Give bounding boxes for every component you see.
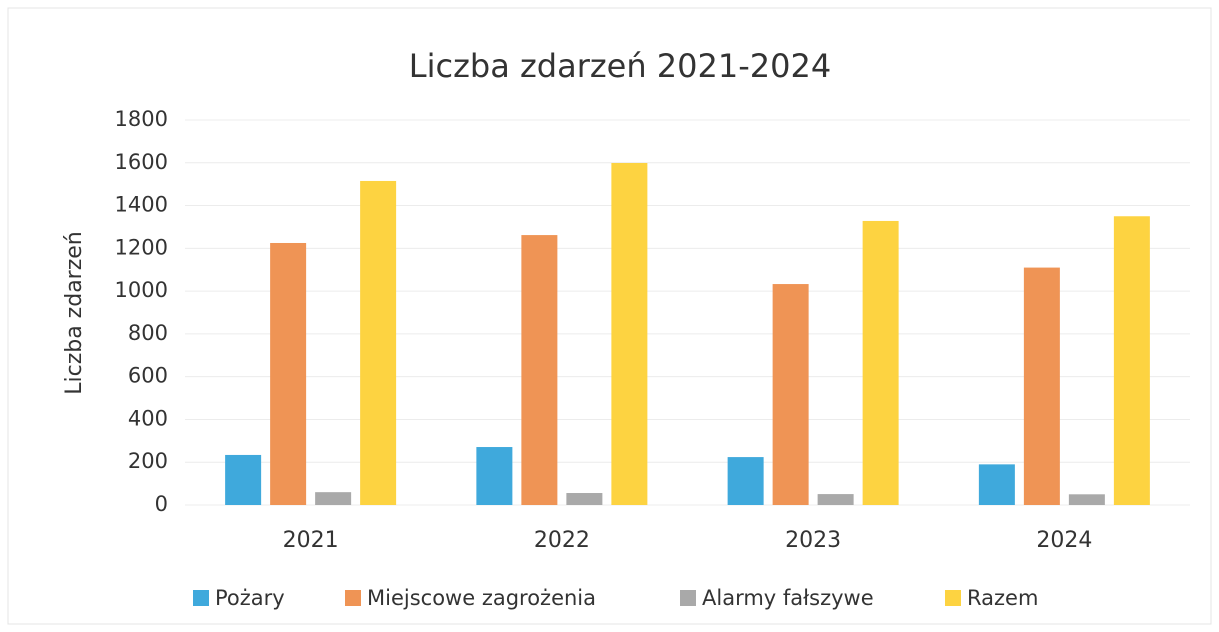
- y-tick-label: 600: [128, 364, 168, 388]
- x-tick-label: 2021: [283, 528, 339, 553]
- legend-label: Pożary: [215, 586, 285, 610]
- y-tick-label: 400: [128, 406, 168, 430]
- bar: [521, 235, 558, 506]
- y-tick-label: 1000: [115, 278, 168, 302]
- chart-frame: [7, 7, 1212, 625]
- bar: [1023, 267, 1060, 505]
- bar: [611, 162, 648, 505]
- y-tick-label: 1800: [115, 107, 168, 131]
- bar: [817, 494, 854, 505]
- legend-swatch: [945, 590, 961, 606]
- bar: [270, 242, 307, 505]
- bar: [225, 454, 262, 505]
- y-axis-label: Liczba zdarzeń: [62, 231, 87, 395]
- bar: [1068, 494, 1105, 505]
- legend-label: Miejscowe zagrożenia: [367, 586, 596, 610]
- y-tick-label: 0: [155, 492, 168, 516]
- bar: [476, 447, 513, 505]
- x-tick-label: 2022: [534, 528, 590, 553]
- bar: [315, 492, 352, 505]
- bar: [978, 464, 1015, 505]
- x-tick-label: 2024: [1036, 528, 1092, 553]
- y-tick-label: 1400: [115, 193, 168, 217]
- x-tick-label: 2023: [785, 528, 841, 553]
- y-tick-label: 1600: [115, 150, 168, 174]
- bar: [772, 284, 809, 505]
- bar: [566, 493, 603, 505]
- legend-swatch: [193, 590, 209, 606]
- y-tick-label: 1200: [115, 235, 168, 259]
- bar: [727, 457, 764, 505]
- y-tick-label: 800: [128, 321, 168, 345]
- bar: [862, 220, 899, 505]
- legend-swatch: [680, 590, 696, 606]
- legend-label: Alarmy fałszywe: [702, 586, 874, 610]
- bar: [1113, 216, 1150, 505]
- bar: [360, 180, 397, 506]
- legend-label: Razem: [967, 586, 1038, 610]
- legend-swatch: [345, 590, 361, 606]
- chart-title: Liczba zdarzeń 2021-2024: [409, 47, 831, 85]
- y-tick-label: 200: [128, 449, 168, 473]
